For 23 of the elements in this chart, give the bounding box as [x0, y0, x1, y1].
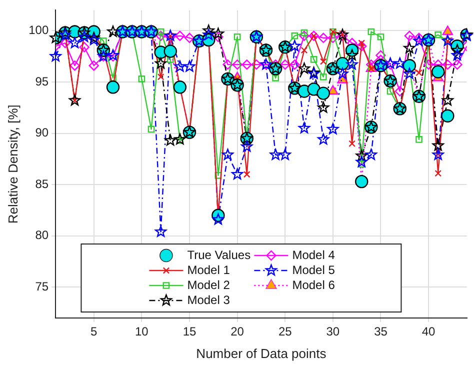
y-tick-label: 95 — [35, 74, 49, 88]
x-tick-label: 40 — [422, 324, 436, 339]
x-tick-label: 10 — [135, 324, 149, 339]
x-tick-label: 5 — [90, 324, 98, 339]
legend-label: Model 5 — [292, 262, 336, 277]
x-tick-label: 20 — [230, 324, 244, 339]
legend-label: True Values — [187, 248, 251, 262]
x-tick-label: 25 — [278, 324, 292, 339]
x-axis-title: Number of Data points — [196, 346, 327, 361]
x-tick-label: 15 — [182, 324, 196, 339]
y-tick-label: 85 — [35, 176, 49, 191]
y-tick-label: 80 — [35, 228, 49, 242]
y-tick-label: 75 — [35, 280, 49, 294]
legend-label: Model 2 — [187, 278, 230, 292]
y-tick-label: 90 — [35, 126, 49, 140]
x-tick-label: 30 — [326, 324, 340, 339]
y-tick-label: 100 — [28, 23, 49, 38]
legend-label: Model 4 — [292, 248, 336, 262]
legend-label: Model 6 — [292, 278, 336, 292]
legend-label: Model 1 — [187, 262, 230, 277]
y-axis-title: Relative Density, [%] — [5, 104, 20, 224]
x-tick-label: 35 — [374, 324, 388, 339]
legend-label: Model 3 — [187, 292, 230, 307]
